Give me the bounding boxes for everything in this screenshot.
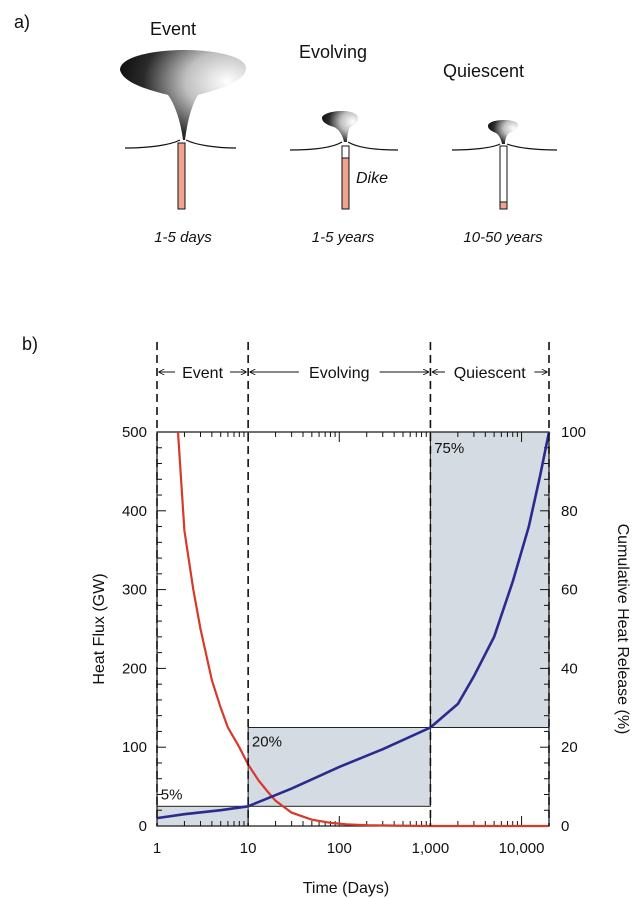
y-right-tick-label: 0 [561,818,569,835]
heat-chart: 1 10 100 1,000 10,000 0 100 200 300 400 500 0 20 40 60… [122,342,586,857]
heat-box-2 [429,431,550,728]
y-axis-right-title: Cumulative Heat Release (%) [614,524,631,735]
quiescent-dike [499,201,508,210]
quiescent-dike-outline [499,145,508,210]
box-label-event: 5% [161,786,183,803]
quiescent-stage: Quiescent 10-50 years [443,61,558,246]
y-axis-left-title: Heat Flux (GW) [91,573,108,684]
heat-flux-line [176,431,549,828]
event-stage-title: Event [150,19,196,39]
dike-label: Dike [356,170,388,187]
y-right-tick-label: 20 [561,739,578,756]
evolving-stage-title: Evolving [299,42,367,62]
quiescent-stage-title: Quiescent [443,61,524,81]
phase-label-event: Event [182,365,223,382]
quiescent-plume [488,120,518,144]
x-tick-label: 1,000 [412,840,450,857]
phase-label-bg-0 [175,360,231,382]
phase-label-bg-1 [298,360,380,382]
phase-label-evolving: Evolving [309,365,369,382]
y-left-tick-label: 400 [122,503,147,520]
y-right-tick-label: 100 [561,424,586,441]
y-left-tick-label: 0 [139,818,147,835]
x-tick-label: 10,000 [499,840,545,857]
quiescent-seafloor [451,143,558,151]
quiescent-duration: 10-50 years [463,229,543,246]
phase-label-bg-2 [445,360,535,382]
event-stage: Event 1-5 days [120,19,246,246]
evolving-duration: 1-5 years [312,229,375,246]
phase-label-quiescent: Quiescent [454,365,527,382]
y-right-tick-label: 60 [561,582,578,599]
y-left-tick-label: 500 [122,424,147,441]
panel-a-label: a) [14,12,30,32]
event-duration: 1-5 days [154,229,212,246]
y-left-tick-label: 100 [122,739,147,756]
y-left-tick-label: 300 [122,582,147,599]
x-tick-label: 100 [327,840,352,857]
y-left-tick-label: 200 [122,660,147,677]
event-plume [120,50,246,140]
event-seafloor [124,139,237,149]
event-dike [177,142,186,210]
y-right-tick-label: 80 [561,503,578,520]
x-tick-label: 10 [240,840,257,857]
panel-b-label: b) [22,334,38,354]
x-axis-title: Time (Days) [303,880,390,897]
cumulative-heat-line [156,431,551,820]
box-label-quiescent: 75% [434,440,464,457]
y-right-tick-label: 40 [561,660,578,677]
evolving-seafloor [289,141,399,151]
evolving-plume [322,111,358,142]
x-tick-label: 1 [153,840,161,857]
evolving-dike [341,157,350,210]
box-label-evolving: 20% [252,734,282,751]
evolving-stage: Evolving Dike 1-5 years [289,42,399,246]
